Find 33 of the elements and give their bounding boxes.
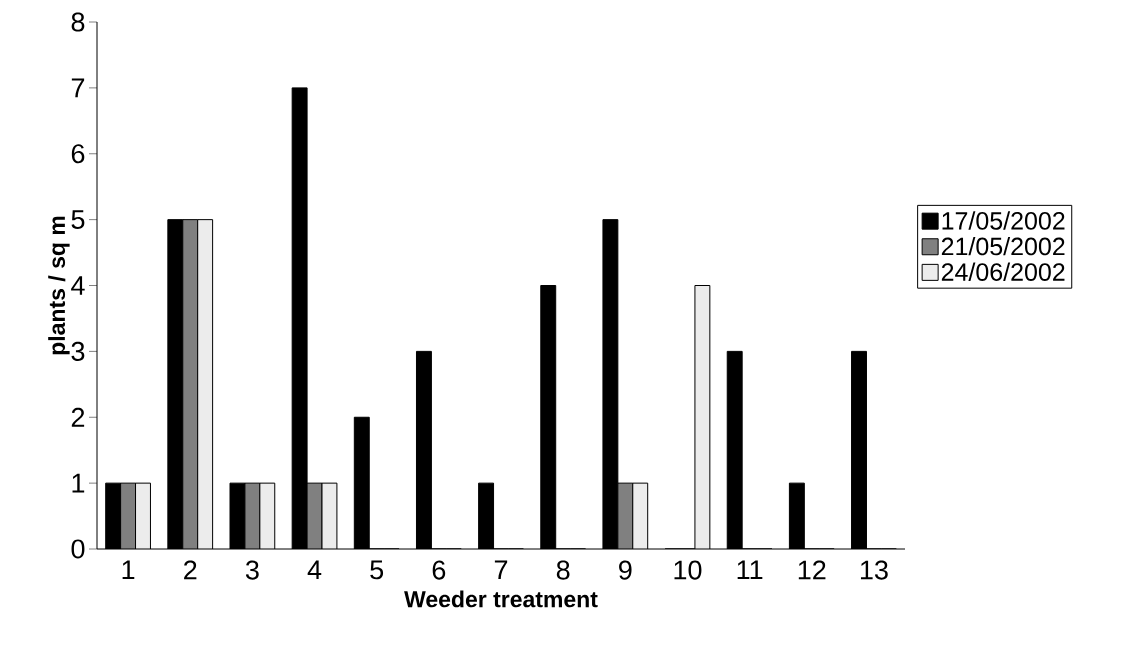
bar [197,219,213,549]
y-tick-label: 7 [71,78,85,98]
y-axis-title: plants / sq m [48,216,70,355]
y-tick-label: 5 [71,210,85,230]
x-tick-label: 4 [307,560,322,580]
x-tick-label: 10 [674,560,702,580]
x-tick-label: 9 [619,560,632,580]
x-tick-label: 12 [798,560,826,580]
y-tick-label: 0 [71,539,85,559]
y-tick-label: 1 [72,473,85,493]
y-tick-label: 6 [71,144,85,164]
y-tick-label: 3 [71,341,85,361]
x-tick-label: 1 [122,560,135,580]
legend-label: 17/05/2002 [942,211,1065,230]
x-tick-label: 2 [184,560,197,580]
bar [259,483,275,549]
bar [120,483,136,549]
bar [135,483,151,549]
y-tick-label: 4 [71,276,85,295]
legend-label: 24/06/2002 [941,262,1065,281]
y-tick-label: 2 [71,407,85,427]
x-tick-label: 13 [860,560,888,580]
legend-label: 21/05/2002 [941,236,1065,256]
x-tick-label: 11 [737,560,763,580]
bar [182,219,198,549]
x-axis-title: Weeder treatment [404,590,598,608]
x-tick-label: 8 [556,560,570,580]
x-tick-label: 6 [432,560,446,580]
bar [632,483,648,549]
y-tick-label: 8 [71,12,85,32]
x-tick-label: 5 [370,560,384,580]
x-tick-label: 7 [494,560,508,580]
x-tick-label: 3 [245,560,259,580]
